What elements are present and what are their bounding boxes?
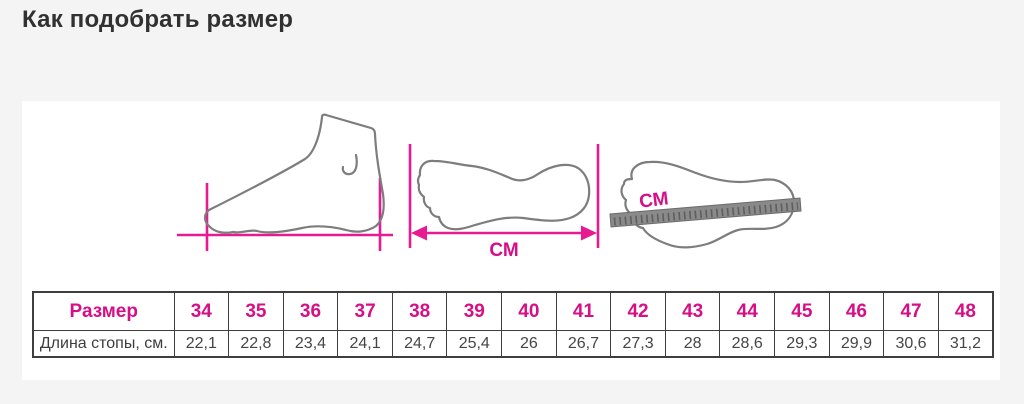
footprint-outline <box>416 159 591 231</box>
length-cell: 26 <box>501 330 557 358</box>
size-cell: 43 <box>664 291 721 331</box>
foot-length-row: Длина стопы, см. 22,1 22,8 23,4 24,1 24,… <box>32 330 994 358</box>
size-cell: 48 <box>937 291 994 331</box>
footprint-ruler-illustration: СМ <box>609 160 802 249</box>
size-cell: 42 <box>610 291 666 331</box>
cm-label: СМ <box>638 188 670 212</box>
size-cell: 44 <box>719 291 776 331</box>
length-cell: 22,1 <box>173 330 230 358</box>
length-cell: 23,4 <box>282 330 339 358</box>
length-cell: 26,7 <box>555 330 612 358</box>
size-cell: 40 <box>501 291 557 331</box>
length-cell: 22,8 <box>228 330 284 358</box>
length-cell: 24,1 <box>337 330 393 358</box>
measurement-illustrations: СМ СМ <box>177 113 802 261</box>
length-cell: 29,3 <box>774 330 830 358</box>
size-cell: 41 <box>555 291 612 331</box>
arrowhead-right <box>581 225 597 241</box>
length-cell: 24,7 <box>391 330 448 358</box>
size-cell: 38 <box>391 291 448 331</box>
foot-side-view-illustration <box>177 113 393 251</box>
ruler-ticks <box>613 202 799 226</box>
length-header-label: Длина стопы, см. <box>32 330 175 358</box>
length-cell: 31,2 <box>937 330 994 358</box>
foot-side-outline <box>203 113 385 234</box>
size-cell: 45 <box>774 291 830 331</box>
size-guide-card: СМ СМ Размер 34 35 36 <box>22 101 1000 380</box>
size-cell: 47 <box>883 291 939 331</box>
length-cell: 28,6 <box>719 330 776 358</box>
size-table: Размер 34 35 36 37 38 39 40 41 42 43 44 … <box>32 291 994 358</box>
size-header-label: Размер <box>32 291 175 331</box>
length-cell: 27,3 <box>610 330 666 358</box>
footprint-outline <box>620 160 796 249</box>
footprint-length-illustration: СМ <box>408 144 600 261</box>
size-cell: 35 <box>228 291 284 331</box>
size-cell: 37 <box>337 291 393 331</box>
length-cell: 25,4 <box>446 330 503 358</box>
size-cell: 36 <box>282 291 339 331</box>
ankle-mark <box>341 153 358 176</box>
length-cell: 30,6 <box>883 330 939 358</box>
size-cell: 46 <box>828 291 885 331</box>
cm-label: СМ <box>489 240 518 261</box>
size-cell: 34 <box>173 291 230 331</box>
size-cell: 39 <box>446 291 503 331</box>
page-title: Как подобрать размер <box>22 6 294 33</box>
arrowhead-left <box>411 225 427 241</box>
size-header-row: Размер 34 35 36 37 38 39 40 41 42 43 44 … <box>32 291 994 331</box>
length-cell: 28 <box>664 330 721 358</box>
length-cell: 29,9 <box>828 330 885 358</box>
